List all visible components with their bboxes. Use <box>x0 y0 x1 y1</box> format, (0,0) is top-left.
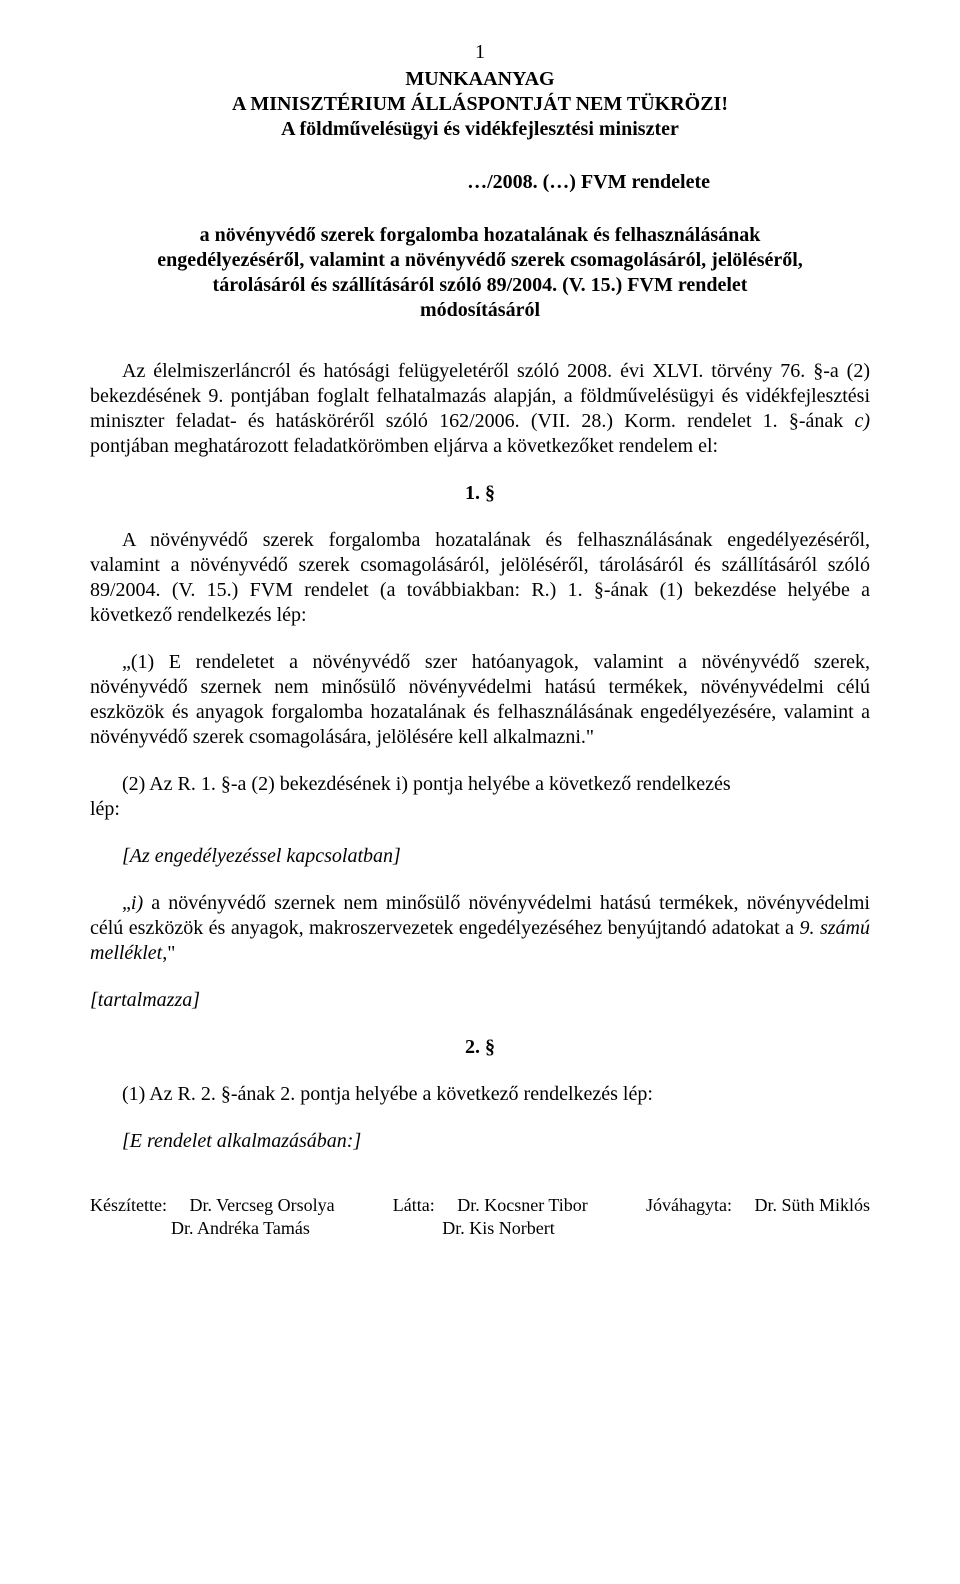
footer-seen-row2: Dr. Kis Norbert <box>393 1217 588 1240</box>
section-1-para-2-text: (2) Az R. 1. §-a (2) bekezdésének i) pon… <box>90 772 870 797</box>
section-1-quote-2: „i) a növényvédő szernek nem minősülő nö… <box>90 891 870 966</box>
title-line-3: tárolásáról és szállításáról szóló 89/20… <box>90 273 870 298</box>
header-line-3: A földművelésügyi és vidékfejlesztési mi… <box>90 117 870 142</box>
title-line-1: a növényvédő szerek forgalomba hozatalán… <box>90 223 870 248</box>
footer-made-row2: Dr. Andréka Tamás <box>90 1217 335 1240</box>
title-line-2: engedélyezéséről, valamint a növényvédő … <box>90 248 870 273</box>
decree-reference: …/2008. (…) FVM rendelete <box>90 170 870 195</box>
title-line-4: módosításáról <box>90 298 870 323</box>
document-title: a növényvédő szerek forgalomba hozatalán… <box>90 223 870 323</box>
section-1-para-2: (2) Az R. 1. §-a (2) bekezdésének i) pon… <box>90 772 870 822</box>
section-2-number: 2. § <box>90 1035 870 1060</box>
section-2-bracket-1: [E rendelet alkalmazásában:] <box>90 1129 870 1154</box>
footer-approved-row1: Jóváhagyta: Dr. Süth Miklós <box>646 1194 870 1217</box>
preamble-text: Az élelmiszerláncról és hatósági felügye… <box>90 360 870 457</box>
section-1-number: 1. § <box>90 481 870 506</box>
section-1-bracket-2: [tartalmazza] <box>90 988 870 1013</box>
header-line-2: A MINISZTÉRIUM ÁLLÁSPONTJÁT NEM TÜKRÖZI! <box>90 92 870 117</box>
footer-seen-row1: Látta: Dr. Kocsner Tibor <box>393 1194 588 1217</box>
section-1-bracket-1: [Az engedélyezéssel kapcsolatban] <box>90 844 870 869</box>
preamble-paragraph: Az élelmiszerláncról és hatósági felügye… <box>90 359 870 459</box>
footer-seen-by: Látta: Dr. Kocsner Tibor Dr. Kis Norbert <box>393 1194 588 1239</box>
section-1-para-1: A növényvédő szerek forgalomba hozatalán… <box>90 528 870 628</box>
footer-approved-by: Jóváhagyta: Dr. Süth Miklós <box>646 1194 870 1239</box>
document-footer: Készítette: Dr. Vercseg Orsolya Dr. Andr… <box>90 1194 870 1239</box>
page-number: 1 <box>90 40 870 65</box>
section-1-quote-1: „(1) E rendeletet a növényvédő szer ható… <box>90 650 870 750</box>
section-1-lep: lép: <box>90 797 870 822</box>
document-header: MUNKAANYAG A MINISZTÉRIUM ÁLLÁSPONTJÁT N… <box>90 67 870 142</box>
footer-made-by: Készítette: Dr. Vercseg Orsolya Dr. Andr… <box>90 1194 335 1239</box>
header-line-1: MUNKAANYAG <box>90 67 870 92</box>
footer-made-row1: Készítette: Dr. Vercseg Orsolya <box>90 1194 335 1217</box>
section-1-quote-2-text: „i) a növényvédő szernek nem minősülő nö… <box>90 892 870 964</box>
section-2-para-1: (1) Az R. 2. §-ának 2. pontja helyébe a … <box>90 1082 870 1107</box>
